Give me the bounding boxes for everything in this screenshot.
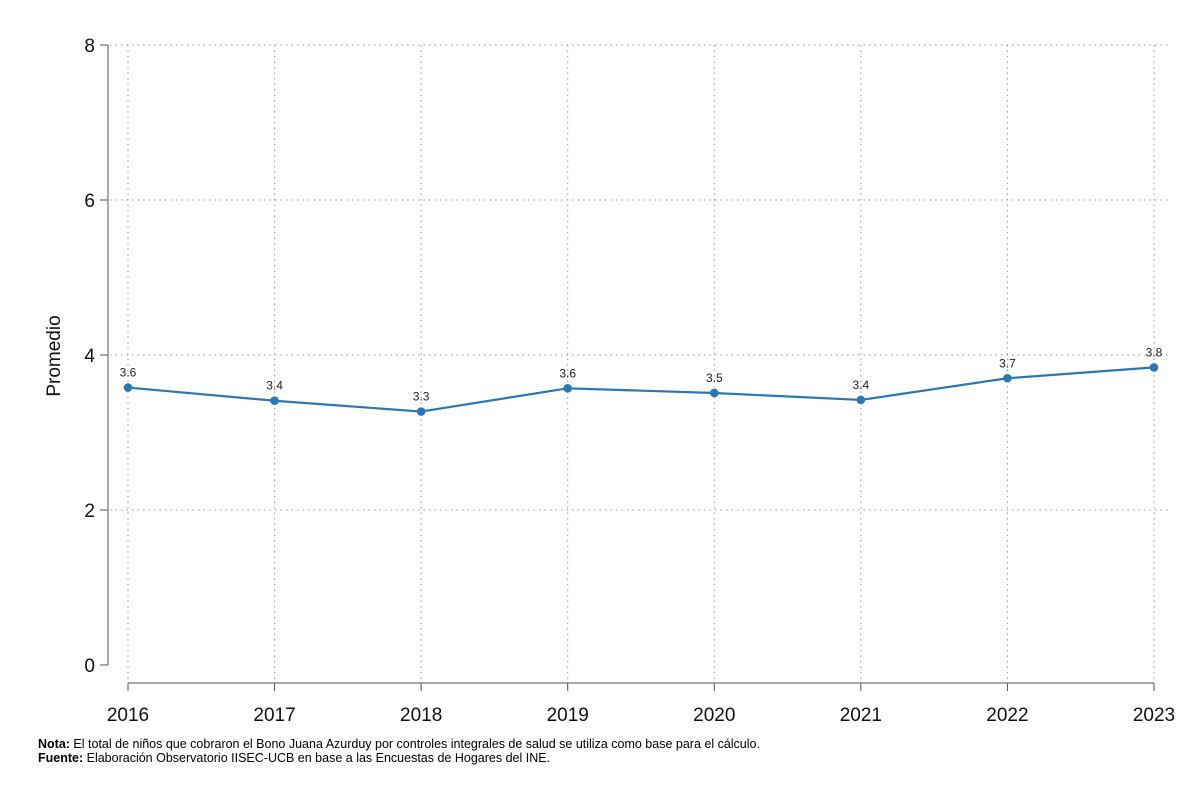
x-tick-label: 2017 [253, 705, 295, 726]
note-label: Nota: [38, 737, 70, 751]
x-tick-label: 2019 [547, 705, 589, 726]
source-line: Fuente: Elaboración Observatorio IISEC-U… [38, 751, 760, 765]
y-tick-label: 4 [84, 346, 95, 367]
y-axis-title: Promedio [44, 315, 65, 396]
data-label-2018: 3.3 [413, 390, 430, 404]
y-tick-label: 2 [84, 501, 95, 522]
data-point-2023 [1149, 363, 1159, 372]
data-point-2021 [856, 395, 866, 405]
data-label-2021: 3.4 [853, 378, 870, 392]
data-labels: 3.6 3.4 3.3 3.6 3.5 3.4 3.7 3.8 [120, 345, 1163, 403]
x-tick-label: 2022 [986, 705, 1028, 726]
footnotes: Nota: El total de niños que cobraron el … [38, 737, 760, 765]
data-point-2016 [123, 383, 133, 392]
axes: 0 2 4 6 8 2016 2017 2018 2019 2020 2021 2022 2023 [84, 36, 1175, 726]
data-label-2022: 3.7 [999, 356, 1016, 370]
y-tick-label: 6 [84, 191, 95, 212]
data-point-2022 [1003, 373, 1012, 383]
x-tick-label: 2016 [107, 705, 149, 726]
data-label-2016: 3.6 [120, 366, 137, 380]
gridlines [110, 44, 1170, 681]
x-tick-label: 2021 [840, 705, 882, 726]
x-tick-label: 2020 [693, 705, 735, 726]
x-tick-label: 2023 [1133, 705, 1175, 726]
data-point-2020 [709, 388, 719, 398]
source-text: Elaboración Observatorio IISEC-UCB en ba… [83, 751, 551, 765]
data-series [123, 363, 1159, 416]
data-label-2019: 3.6 [559, 366, 576, 380]
x-tick-label: 2018 [400, 705, 442, 726]
note-text: El total de niños que cobraron el Bono J… [69, 737, 760, 751]
y-tick-label: 8 [84, 36, 95, 57]
data-point-2017 [270, 396, 279, 406]
source-label: Fuente: [38, 751, 84, 765]
data-label-2017: 3.4 [266, 379, 283, 393]
series-line-0 [127, 366, 1155, 413]
data-point-2019 [563, 384, 573, 393]
note-line: Nota: El total de niños que cobraron el … [38, 737, 760, 751]
data-point-2018 [416, 407, 426, 416]
data-label-2020: 3.5 [706, 371, 723, 385]
data-label-2023: 3.8 [1146, 345, 1163, 359]
y-tick-label: 0 [84, 656, 95, 677]
